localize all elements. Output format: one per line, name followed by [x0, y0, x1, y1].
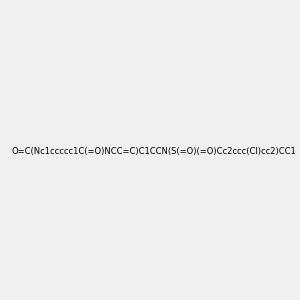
Text: O=C(Nc1ccccc1C(=O)NCC=C)C1CCN(S(=O)(=O)Cc2ccc(Cl)cc2)CC1: O=C(Nc1ccccc1C(=O)NCC=C)C1CCN(S(=O)(=O)C…	[11, 147, 296, 156]
